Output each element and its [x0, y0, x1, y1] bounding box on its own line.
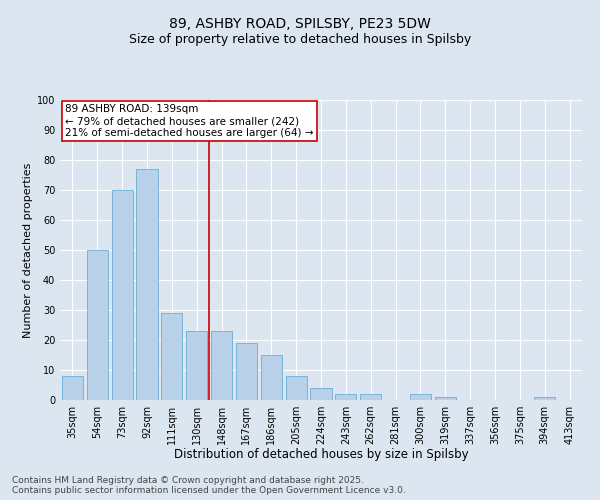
Text: 89, ASHBY ROAD, SPILSBY, PE23 5DW: 89, ASHBY ROAD, SPILSBY, PE23 5DW: [169, 18, 431, 32]
Bar: [161, 313, 182, 400]
Text: 89 ASHBY ROAD: 139sqm
← 79% of detached houses are smaller (242)
21% of semi-det: 89 ASHBY ROAD: 139sqm ← 79% of detached …: [65, 104, 314, 138]
Text: Size of property relative to detached houses in Spilsby: Size of property relative to detached ho…: [129, 32, 471, 46]
Bar: [310, 388, 332, 400]
Bar: [62, 376, 83, 400]
Bar: [136, 169, 158, 400]
Bar: [112, 190, 133, 400]
Bar: [87, 250, 108, 400]
Bar: [186, 331, 207, 400]
Text: Contains HM Land Registry data © Crown copyright and database right 2025.
Contai: Contains HM Land Registry data © Crown c…: [12, 476, 406, 495]
Bar: [335, 394, 356, 400]
Bar: [435, 397, 456, 400]
Bar: [360, 394, 381, 400]
Bar: [211, 331, 232, 400]
Bar: [286, 376, 307, 400]
Bar: [236, 343, 257, 400]
Bar: [261, 355, 282, 400]
X-axis label: Distribution of detached houses by size in Spilsby: Distribution of detached houses by size …: [173, 448, 469, 462]
Y-axis label: Number of detached properties: Number of detached properties: [23, 162, 32, 338]
Bar: [410, 394, 431, 400]
Bar: [534, 397, 555, 400]
